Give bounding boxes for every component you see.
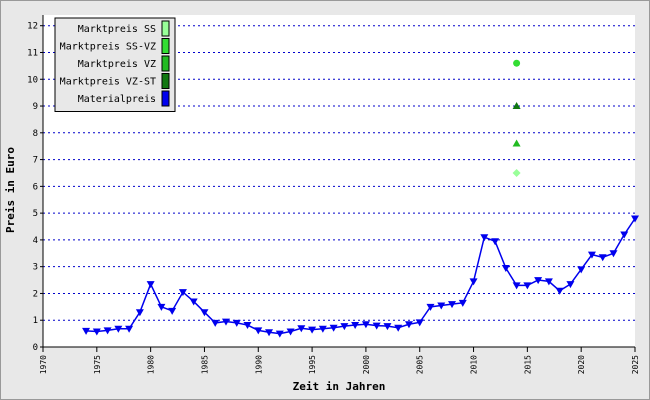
x-tick-label: 1970: [39, 355, 48, 374]
x-tick-label: 1995: [308, 355, 317, 374]
marker: [394, 324, 403, 332]
marker: [200, 309, 209, 317]
marker: [318, 325, 327, 333]
legend-label: Marktpreis SS: [78, 24, 156, 35]
y-tick-label: 8: [33, 129, 38, 139]
marker: [404, 321, 413, 329]
marker: [534, 277, 543, 285]
x-tick-label: 1985: [200, 355, 209, 374]
marker: [620, 231, 629, 239]
x-tick-label: 1975: [93, 355, 102, 374]
marker: [415, 319, 424, 327]
marker: [254, 327, 263, 335]
legend-swatch: [161, 90, 170, 107]
legend-swatch: [161, 38, 170, 54]
marker: [512, 282, 521, 290]
x-tick-label: 2015: [523, 355, 532, 374]
x-tick-label: 2010: [470, 355, 479, 374]
y-tick-label: 0: [33, 343, 38, 353]
marker: [157, 303, 166, 311]
marker: [275, 330, 284, 338]
series-line: [86, 218, 636, 335]
marker: [221, 318, 230, 326]
marker: [631, 215, 639, 223]
marker: [458, 299, 467, 307]
marker: [426, 303, 435, 311]
marker: [555, 287, 564, 295]
y-tick-label: 3: [33, 263, 38, 273]
marker: [598, 254, 607, 262]
y-tick-label: 7: [33, 156, 38, 166]
y-tick-label: 1: [33, 316, 38, 326]
marker: [211, 319, 220, 327]
marker: [361, 321, 370, 329]
legend-swatch: [161, 55, 170, 72]
marker: [114, 325, 123, 333]
marker: [513, 59, 521, 67]
y-tick-label: 12: [27, 22, 38, 32]
x-axis-title: Zeit in Jahren: [293, 380, 386, 393]
x-tick-label: 2005: [416, 355, 425, 374]
marker: [512, 139, 521, 147]
y-tick-label: 10: [27, 75, 38, 85]
legend-label: Marktpreis SS-VZ: [60, 42, 156, 53]
marker: [609, 250, 618, 258]
marker: [265, 329, 274, 337]
x-tick-label: 1990: [254, 355, 263, 374]
marker: [577, 266, 586, 274]
marker: [308, 326, 317, 334]
marker: [135, 309, 144, 317]
marker: [125, 325, 134, 333]
y-tick-label: 4: [33, 236, 38, 246]
marker: [512, 168, 521, 177]
marker: [178, 289, 187, 297]
marker: [383, 323, 392, 331]
legend-swatch: [161, 73, 170, 89]
marker: [329, 324, 338, 332]
marker: [448, 301, 457, 309]
marker: [243, 322, 252, 330]
marker: [103, 327, 112, 335]
y-tick-label: 6: [33, 182, 38, 192]
x-tick-label: 2000: [362, 355, 371, 374]
marker: [168, 307, 177, 315]
marker: [512, 102, 521, 110]
marker: [82, 327, 91, 335]
marker: [587, 251, 596, 259]
legend-label: Marktpreis VZ: [78, 59, 156, 70]
y-axis-title: Preis in Euro: [4, 147, 17, 233]
marker: [286, 328, 295, 336]
marker: [146, 281, 155, 289]
marker: [523, 282, 532, 290]
x-tick-label: 2025: [631, 355, 640, 374]
x-tick-label: 1980: [147, 355, 156, 374]
marker: [566, 281, 575, 289]
y-tick-label: 5: [33, 209, 38, 219]
legend-label: Materialpreis: [78, 94, 156, 105]
marker: [469, 278, 478, 286]
y-tick-label: 9: [33, 102, 38, 112]
marker: [372, 322, 381, 330]
marker: [437, 302, 446, 310]
marker: [92, 328, 101, 336]
marker: [544, 278, 553, 286]
legend-swatch: [161, 20, 170, 37]
marker: [189, 298, 198, 306]
marker: [491, 238, 500, 246]
marker: [501, 265, 510, 273]
legend-box: [54, 17, 176, 112]
marker: [480, 234, 489, 242]
x-tick-label: 2020: [577, 355, 586, 374]
marker: [351, 322, 360, 330]
y-tick-label: 2: [33, 289, 38, 299]
marker: [340, 323, 349, 331]
y-tick-label: 11: [27, 48, 38, 58]
marker: [232, 319, 241, 327]
marker: [297, 325, 306, 333]
legend-label: Marktpreis VZ-ST: [60, 77, 156, 88]
